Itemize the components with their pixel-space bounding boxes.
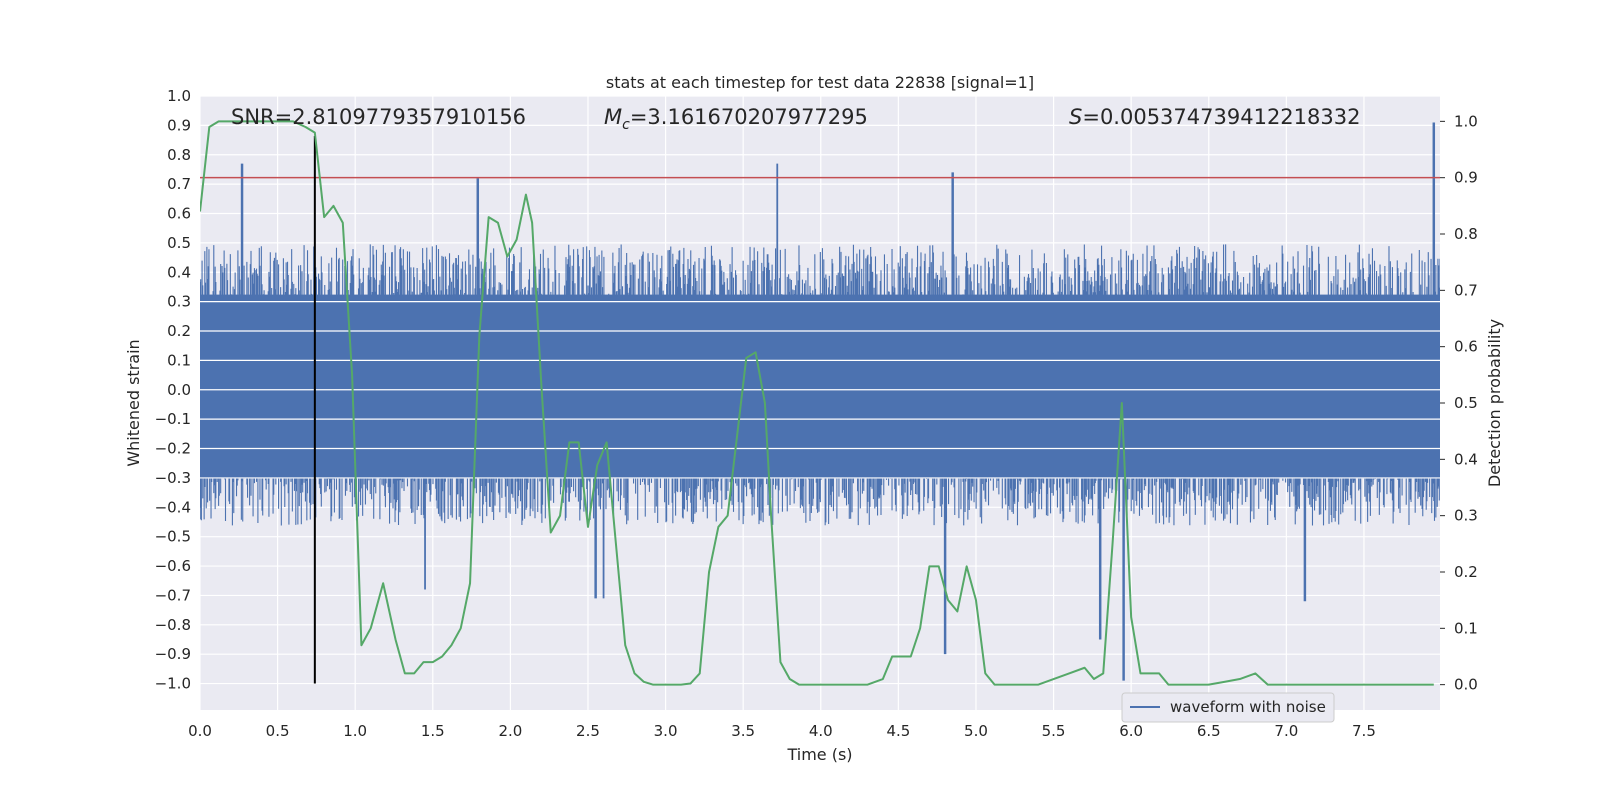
x-tick-label: 0.5 [266,722,290,740]
y-tick-label: −0.3 [155,469,191,487]
x-tick-label: 6.0 [1119,722,1143,740]
legend-label: waveform with noise [1170,698,1326,716]
snr-annotation: SNR=2.8109779357910156 [231,105,526,129]
s-symbol: S [1069,105,1082,129]
x-tick-label: 0.0 [188,722,212,740]
y-tick-label: 0.2 [167,322,191,340]
y2-tick-label: 0.0 [1454,676,1478,694]
waveform-core-band [200,294,1440,479]
overlays [200,136,1440,684]
y-tick-label: 1.0 [167,87,191,105]
legend-box [1121,692,1335,723]
s-value: =0.005374739412218332 [1082,105,1360,129]
chart-title: stats at each timestep for test data 228… [606,73,1034,92]
y2-tick-label: 0.4 [1454,450,1478,468]
y-tick-label: 0.3 [167,293,191,311]
x-axis-label: Time (s) [786,745,852,764]
y2-tick-label: 0.2 [1454,563,1478,581]
x-tick-label: 6.5 [1197,722,1221,740]
y2-tick-label: 0.3 [1454,507,1478,525]
y-tick-label: −0.8 [155,616,191,634]
x-tick-label: 5.5 [1042,722,1066,740]
ticks: 0.0 0.5 1.0 1.5 2.0 2.5 3.0 3.5 4.0 4.5 5.0 5.5 6.0 6… [155,87,1478,740]
y-tick-label: 0.1 [167,351,191,369]
x-tick-label: 5.0 [964,722,988,740]
x-tick-label: 2.0 [498,722,522,740]
y-tick-label: −0.1 [155,410,191,428]
y2-tick-label: 1.0 [1454,112,1478,130]
x-tick-label: 4.0 [809,722,833,740]
chirp-mass-annotation: Mc=3.161670207977295 [604,105,868,133]
probability-line [200,120,1434,686]
x-tick-label: 7.5 [1352,722,1376,740]
x-tick-label: 2.5 [576,722,600,740]
x-tick-label: 7.0 [1274,722,1298,740]
chirp-mass-symbol: M [604,105,622,129]
probability-series [200,120,1434,686]
y-tick-label: −0.2 [155,440,191,458]
y2-tick-label: 0.8 [1454,225,1478,243]
y-axis-label: Whitened strain [124,339,143,466]
chirp-mass-subscript: c [622,117,630,133]
y-tick-label: −0.7 [155,586,191,604]
s-annotation: S=0.005374739412218332 [1069,105,1360,129]
y-tick-label: 0.4 [167,263,191,281]
y-tick-label: 0.0 [167,381,191,399]
y-tick-label: 0.5 [167,234,191,252]
y2-tick-label: 0.7 [1454,281,1478,299]
y-tick-label: 0.7 [167,175,191,193]
y2-tick-label: 0.6 [1454,338,1478,356]
legend: waveform with noise [1121,692,1335,723]
y-tick-label: 0.9 [167,116,191,134]
chirp-mass-value: =3.161670207977295 [630,105,868,129]
y-tick-label: 0.6 [167,205,191,223]
y-tick-label: −0.9 [155,645,191,663]
y2-tick-label: 0.9 [1454,169,1478,187]
y-tick-label: 0.8 [167,146,191,164]
x-tick-label: 3.0 [654,722,678,740]
y-tick-label: −0.6 [155,557,191,575]
y2-tick-label: 0.5 [1454,394,1478,412]
x-tick-label: 1.0 [343,722,367,740]
y2-axis-label: Detection probability [1485,319,1504,487]
y-tick-label: −0.5 [155,528,191,546]
x-tick-label: 4.5 [886,722,910,740]
y-tick-label: −0.4 [155,498,191,516]
waveform-series [200,122,1440,681]
y2-tick-label: 0.1 [1454,619,1478,637]
x-tick-label: 1.5 [421,722,445,740]
x-tick-label: 3.5 [731,722,755,740]
y-tick-label: −1.0 [155,675,191,693]
